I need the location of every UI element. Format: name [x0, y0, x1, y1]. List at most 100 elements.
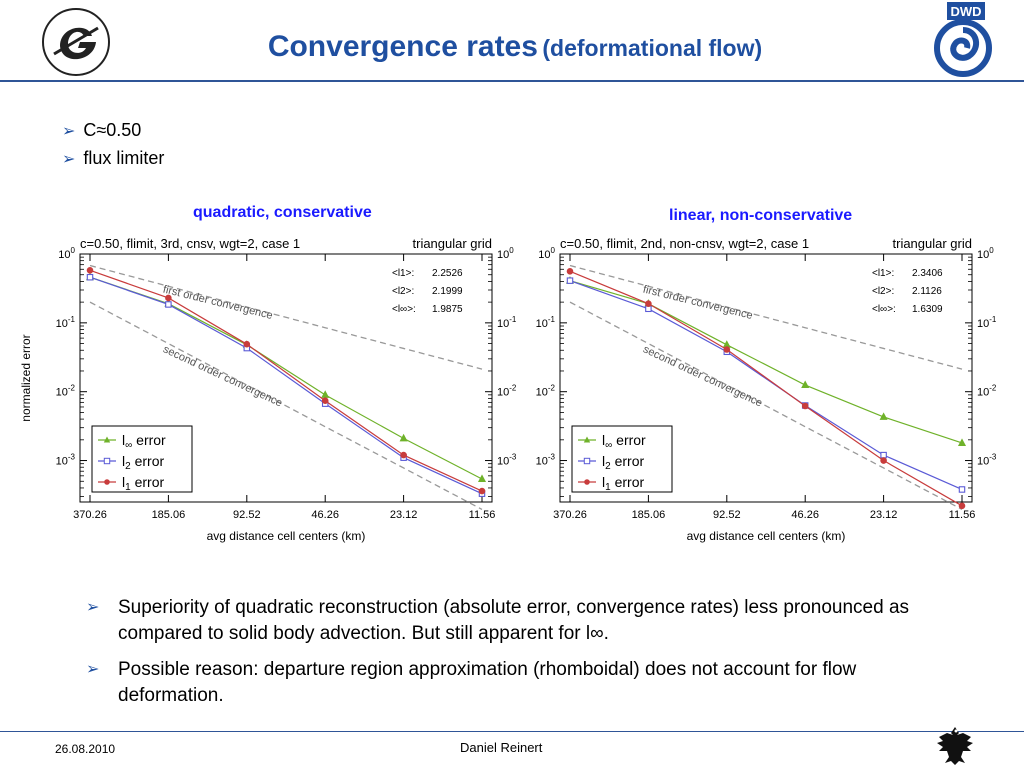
legend-label: l2 error: [122, 453, 164, 472]
reference-line-label: second order convergence: [161, 343, 284, 409]
data-point: [400, 451, 407, 459]
y-tick-label-right: 10-1: [497, 315, 517, 330]
rate-value: 2.1126: [912, 286, 942, 297]
data-point: [879, 412, 888, 420]
institute-logo-icon: [42, 8, 110, 76]
x-tick-label: 46.26: [791, 509, 819, 521]
y-tick-label-left: 10-3: [56, 453, 76, 468]
series-line: [89, 276, 483, 495]
x-tick-label: 92.52: [233, 509, 261, 521]
data-point: [243, 340, 251, 348]
title-sub: (deformational flow): [542, 35, 763, 61]
data-point: [880, 457, 887, 464]
plot-frame: [559, 253, 973, 503]
series-line: [569, 280, 963, 491]
footer-date: 26.08.2010: [55, 742, 116, 756]
data-point: [958, 502, 966, 510]
y-tick-label-right: 100: [977, 246, 994, 261]
rate-label: <l2>:: [392, 286, 414, 297]
y-tick-label-left: 10-3: [536, 453, 556, 468]
data-point: [958, 486, 966, 493]
y-tick-label-right: 10-3: [497, 453, 517, 468]
header-divider: [0, 80, 1024, 82]
footer-author: Daniel Reinert: [460, 740, 543, 755]
rate-value: 2.1999: [432, 286, 463, 297]
chart-title-right: triangular grid: [413, 236, 493, 251]
x-tick-label: 185.06: [152, 509, 186, 521]
y-tick-label-left: 10-2: [56, 384, 76, 399]
x-tick-label: 23.12: [870, 509, 898, 521]
reference-line-label: first order convergence: [642, 284, 754, 322]
reference-line-label: second order convergence: [641, 343, 764, 409]
bottom-bullet-item: ➢ Possible reason: departure region appr…: [86, 657, 946, 709]
bottom-bullet-text: Possible reason: departure region approx…: [118, 659, 857, 706]
data-point: [86, 273, 94, 281]
y-tick-label-right: 10-2: [497, 384, 517, 399]
institute-logo: [40, 6, 112, 83]
y-tick-label-left: 100: [538, 246, 555, 261]
legend-marker: [584, 479, 590, 485]
data-point: [566, 268, 574, 275]
x-axis-label: avg distance cell centers (km): [687, 529, 846, 543]
bullet-arrow-icon: ➢: [86, 661, 100, 678]
bullet-arrow-icon: ➢: [62, 151, 76, 168]
chart-left: c=0.50, flimit, 3rd, cnsv, wgt=2, case 1…: [19, 236, 517, 543]
eagle-icon: [937, 727, 973, 765]
data-point: [801, 402, 809, 410]
chart-caption-left: quadratic, conservative: [193, 204, 372, 221]
data-point: [165, 301, 172, 308]
x-tick-label: 11.56: [469, 509, 496, 521]
data-point: [399, 433, 408, 442]
legend-marker: [104, 479, 110, 485]
x-tick-label: 370.26: [73, 509, 107, 521]
top-bullet-list: ➢ C≈0.50 ➢ flux limiter: [62, 117, 164, 173]
reference-line: [89, 264, 483, 370]
data-point: [477, 474, 487, 482]
bullet-arrow-icon: ➢: [62, 123, 76, 140]
legend-label: l1 error: [602, 474, 644, 493]
bottom-bullet-text: Superiority of quadratic reconstruction …: [118, 597, 910, 644]
reference-line: [89, 301, 483, 511]
rate-label: <l1>:: [392, 268, 414, 279]
y-axis-label: normalized error: [19, 334, 33, 421]
y-tick-label-right: 10-2: [977, 384, 997, 399]
plot-frame: [79, 253, 493, 503]
top-bullet-text: flux limiter: [83, 148, 165, 168]
dwd-logo-icon: DWD: [934, 2, 992, 77]
bottom-bullet-item: ➢ Superiority of quadratic reconstructio…: [86, 595, 946, 647]
chart-title-right: triangular grid: [893, 236, 973, 251]
data-point: [321, 397, 329, 405]
x-tick-label: 23.12: [390, 509, 418, 521]
title-main: Convergence rates: [267, 30, 538, 63]
series-line: [89, 269, 483, 492]
legend-marker: [103, 457, 111, 465]
rate-label: <l∞>:: [392, 304, 416, 315]
legend-label: l∞ error: [122, 432, 166, 451]
data-point: [723, 346, 731, 353]
data-point: [321, 390, 330, 398]
data-point: [165, 294, 172, 302]
dwd-logo-text: DWD: [950, 4, 981, 19]
dwd-logo: DWD: [925, 0, 995, 83]
data-point: [86, 266, 94, 274]
chart-caption-right: linear, non-conservative: [669, 207, 853, 224]
top-bullet-item: ➢ C≈0.50: [62, 117, 164, 145]
reference-line-label: first order convergence: [162, 284, 274, 322]
rate-value: 1.9875: [432, 304, 463, 315]
data-point: [801, 380, 810, 389]
reference-line: [569, 264, 963, 370]
x-tick-label: 185.06: [632, 509, 666, 521]
legend-label: l1 error: [122, 474, 164, 493]
chart-title-left: c=0.50, flimit, 3rd, cnsv, wgt=2, case 1: [80, 236, 300, 251]
data-point: [957, 438, 967, 446]
series-line: [569, 270, 963, 507]
rate-label: <l1>:: [872, 268, 894, 279]
chart-title-left: c=0.50, flimit, 2nd, non-cnsv, wgt=2, ca…: [560, 236, 809, 251]
x-axis-label: avg distance cell centers (km): [207, 529, 366, 543]
top-bullet-text: C≈0.50: [83, 120, 142, 140]
x-tick-label: 92.52: [713, 509, 741, 521]
rate-value: 2.2526: [432, 268, 463, 279]
data-point: [478, 487, 486, 495]
reference-line: [569, 301, 963, 511]
y-tick-label-left: 100: [58, 246, 75, 261]
